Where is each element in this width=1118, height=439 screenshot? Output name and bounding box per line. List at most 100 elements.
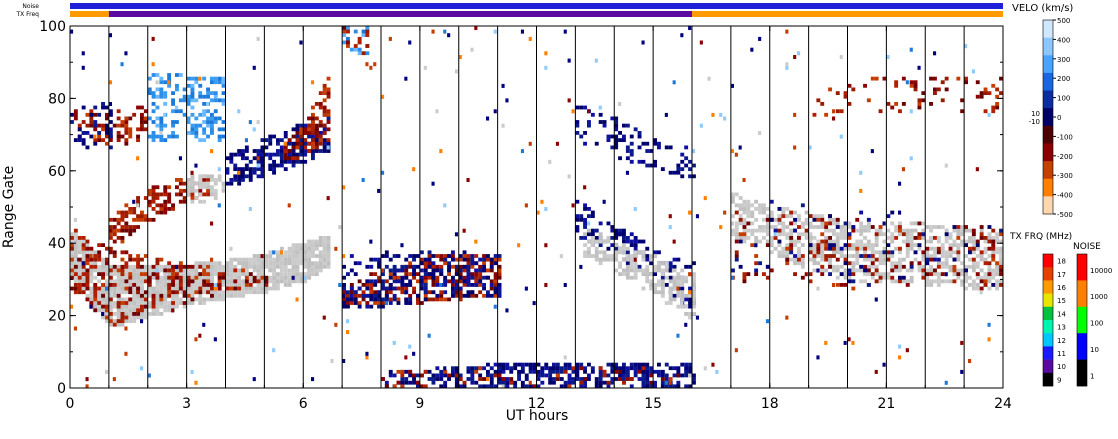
velocity-cell bbox=[108, 279, 113, 284]
velocity-cell bbox=[132, 228, 137, 233]
velocity-cell bbox=[936, 283, 941, 287]
velocity-cell bbox=[773, 228, 778, 233]
velocity-cell bbox=[136, 254, 140, 258]
velocity-cell bbox=[419, 283, 424, 287]
velocity-cell bbox=[579, 377, 584, 381]
velocity-cell bbox=[835, 246, 840, 251]
noise-bar-segment bbox=[70, 3, 692, 9]
velocity-cell bbox=[925, 254, 930, 258]
velocity-cell bbox=[279, 272, 284, 277]
scatter-cell bbox=[105, 286, 109, 291]
scatter-cell bbox=[886, 55, 890, 60]
velocity-cell bbox=[956, 228, 961, 233]
velocity-cell bbox=[423, 261, 428, 266]
velocity-cell bbox=[866, 243, 871, 248]
velocity-cell bbox=[186, 83, 191, 88]
velocity-cell bbox=[307, 264, 311, 269]
velocity-cell bbox=[431, 380, 436, 385]
velocity-cell bbox=[171, 134, 175, 139]
velocity-cell bbox=[555, 366, 560, 371]
scatter-cell bbox=[563, 283, 567, 288]
velocity-cell bbox=[785, 207, 790, 211]
velocity-cell bbox=[820, 214, 825, 219]
velocity-cell bbox=[182, 98, 187, 103]
velocity-cell bbox=[260, 279, 265, 284]
scatter-cell bbox=[493, 29, 497, 34]
velocity-cell bbox=[221, 181, 226, 186]
velocity-cell bbox=[936, 257, 941, 262]
velocity-cell bbox=[400, 384, 405, 389]
velocity-cell bbox=[299, 149, 304, 153]
velocity-cell bbox=[625, 366, 630, 371]
scatter-cell bbox=[213, 337, 217, 342]
velocity-cell bbox=[143, 293, 148, 298]
velocity-cell bbox=[295, 156, 300, 161]
velocity-cell bbox=[147, 290, 152, 295]
velocity-cell bbox=[812, 246, 817, 251]
velocity-cell bbox=[913, 221, 918, 226]
frequency-tick-label: 15 bbox=[1057, 297, 1066, 305]
velocity-cell bbox=[159, 80, 164, 85]
velocity-cell bbox=[365, 293, 370, 298]
velocity-cell bbox=[633, 362, 638, 367]
velocity-cell bbox=[843, 246, 848, 251]
velocity-cell bbox=[909, 261, 914, 266]
velocity-cell bbox=[314, 116, 319, 121]
velocity-cell bbox=[474, 366, 479, 371]
velocity-cell bbox=[147, 286, 152, 291]
scatter-cell bbox=[843, 340, 847, 345]
scatter-cell bbox=[544, 51, 548, 56]
velocity-cell bbox=[497, 366, 502, 371]
scatter-cell bbox=[486, 377, 490, 382]
velocity-cell bbox=[583, 236, 587, 240]
velocity-cell bbox=[649, 384, 654, 389]
velocity-cell bbox=[886, 236, 891, 240]
frequency-swatch bbox=[1043, 293, 1053, 308]
velocity-cell bbox=[206, 178, 210, 182]
velocity-cell bbox=[77, 246, 82, 251]
scatter-cell bbox=[758, 131, 762, 136]
velocity-cell bbox=[217, 116, 222, 121]
velocity-cell bbox=[342, 297, 346, 302]
noise-bar-segment bbox=[692, 3, 1003, 9]
scatter-cell bbox=[326, 196, 330, 201]
velocity-cell bbox=[462, 380, 467, 385]
velocity-cell bbox=[322, 87, 327, 92]
velocity-cell bbox=[120, 319, 125, 324]
velocity-cell bbox=[828, 272, 832, 277]
velocity-cell bbox=[140, 297, 144, 302]
velocity-cell bbox=[283, 275, 288, 280]
velocity-cell bbox=[524, 373, 529, 378]
velocity-cell bbox=[116, 123, 121, 128]
scatter-cell bbox=[544, 283, 548, 288]
velocity-cell bbox=[684, 163, 689, 168]
velocity-cell bbox=[155, 123, 160, 128]
velocity-cell bbox=[396, 380, 401, 385]
velocity-cell bbox=[198, 264, 203, 269]
velocity-cell bbox=[178, 73, 183, 77]
velocity-cell bbox=[202, 272, 207, 277]
velocity-cell bbox=[618, 377, 622, 381]
velocity-cell bbox=[824, 236, 829, 240]
velocity-cell bbox=[882, 246, 887, 251]
velocity-cell bbox=[482, 257, 486, 262]
velocity-cell bbox=[866, 217, 871, 222]
velocity-cell bbox=[649, 366, 654, 371]
velocity-cell bbox=[742, 225, 747, 229]
velocity-cell bbox=[777, 232, 782, 237]
velocity-cell bbox=[828, 87, 832, 92]
velocity-cell bbox=[151, 134, 156, 139]
velocity-cell bbox=[190, 174, 195, 179]
velocity-cell bbox=[112, 279, 117, 284]
velocity-cell bbox=[322, 123, 327, 128]
velocity-cell bbox=[874, 257, 879, 262]
velocity-cell bbox=[132, 279, 137, 284]
velocity-cell bbox=[314, 243, 319, 248]
velocity-cell bbox=[73, 254, 78, 258]
velocity-cell bbox=[466, 257, 471, 262]
velocity-cell bbox=[303, 145, 308, 150]
velocity-cell bbox=[190, 131, 195, 135]
velocity-cell bbox=[971, 232, 976, 237]
velocity-cell bbox=[952, 243, 957, 248]
velocity-cell bbox=[108, 112, 113, 117]
